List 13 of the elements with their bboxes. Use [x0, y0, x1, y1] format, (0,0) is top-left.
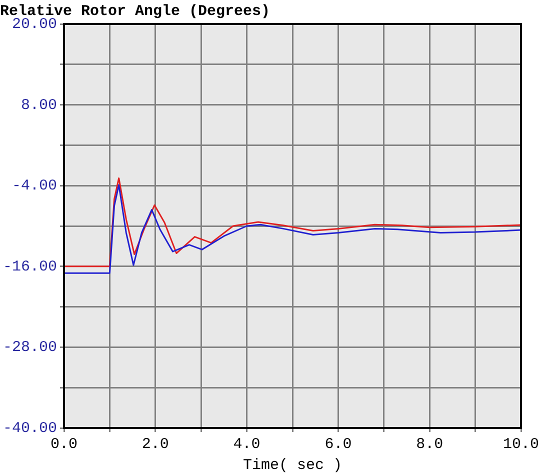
x-tick-label: 4.0: [233, 436, 260, 453]
x-tick-label: 2.0: [142, 436, 169, 453]
y-tick-label: -4.00: [12, 178, 58, 195]
x-axis-title: Time( sec ): [242, 456, 342, 474]
y-tick-label: -16.00: [2, 258, 58, 276]
x-tick-label: 0.0: [50, 436, 78, 453]
y-tick-label: -28.00: [2, 339, 58, 356]
y-tick-label: 20.00: [12, 16, 58, 33]
y-tick-label: -40.00: [2, 420, 58, 437]
x-tick-label: 6.0: [324, 436, 352, 453]
x-tick-label: 8.0: [416, 436, 444, 453]
y-tick-label: 8.00: [20, 96, 58, 114]
x-tick-label: 10.0: [502, 436, 540, 453]
